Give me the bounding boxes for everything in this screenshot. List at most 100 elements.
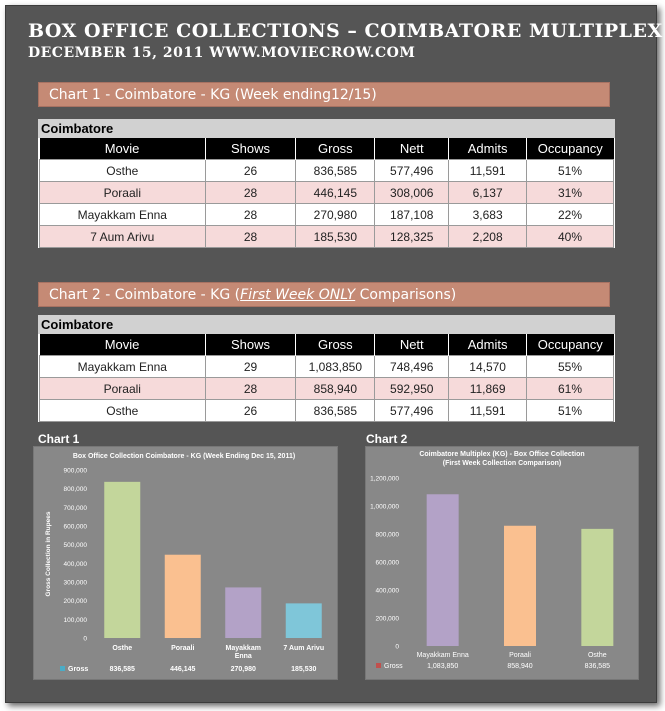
column-header: Nett bbox=[374, 334, 450, 356]
table-cell: 7 Aum Arivu bbox=[39, 225, 206, 248]
table-cell: 55% bbox=[526, 355, 614, 378]
legend-label: Gross bbox=[384, 663, 403, 670]
y-tick-label: 100,000 bbox=[64, 617, 88, 624]
table-cell: 28 bbox=[204, 181, 297, 204]
category-label: Poraali bbox=[509, 652, 531, 659]
y-tick-label: 400,000 bbox=[64, 561, 88, 568]
table-row: Mayakkam Enna 28 270,980 187,108 3,683 22% bbox=[39, 203, 614, 226]
data-label: 836,585 bbox=[110, 666, 135, 673]
table-cell: Mayakkam Enna bbox=[39, 203, 206, 226]
table-cell: 577,496 bbox=[374, 399, 450, 422]
chart2-label: Chart 2 bbox=[366, 432, 408, 446]
data-label: 185,530 bbox=[291, 666, 316, 673]
table-cell: 3,683 bbox=[448, 203, 528, 226]
chart1-label: Chart 1 bbox=[38, 432, 80, 446]
column-header: Gross bbox=[295, 138, 376, 160]
table-cell: Osthe bbox=[39, 399, 206, 422]
column-header: Occupancy bbox=[526, 138, 614, 160]
table-cell: 51% bbox=[526, 159, 614, 182]
bar-osthe bbox=[104, 481, 141, 638]
table-cell: Poraali bbox=[39, 377, 206, 400]
y-tick-label: 1,200,000 bbox=[370, 476, 399, 483]
table-row: Mayakkam Enna 29 1,083,850 748,496 14,570 55% bbox=[39, 355, 614, 378]
table-cell: 11,591 bbox=[448, 159, 528, 182]
table-cell: 187,108 bbox=[374, 203, 450, 226]
y-tick-label: 900,000 bbox=[64, 468, 88, 475]
table-cell: 577,496 bbox=[374, 159, 450, 182]
table-cell: 128,325 bbox=[374, 225, 450, 248]
bar-poraali bbox=[164, 554, 201, 638]
data-table: Movie Shows Gross Nett Admits Occupancy Osthe… bbox=[39, 138, 614, 248]
data-label: 446,145 bbox=[170, 666, 195, 673]
y-tick-label: 600,000 bbox=[376, 560, 400, 567]
table-row: Poraali 28 446,145 308,006 6,137 31% bbox=[39, 181, 614, 204]
bar-poraali bbox=[504, 525, 536, 646]
table-cell: 28 bbox=[204, 377, 297, 400]
table-row: Osthe 26 836,585 577,496 11,591 51% bbox=[39, 399, 614, 422]
table-cell: 51% bbox=[526, 399, 614, 422]
data-label: 858,940 bbox=[507, 663, 532, 670]
column-header: Movie bbox=[39, 334, 206, 356]
column-header: Shows bbox=[205, 334, 297, 356]
table-caption: Coimbatore bbox=[38, 315, 615, 334]
table-cell: 11,591 bbox=[448, 399, 528, 422]
y-tick-label: 1,000,000 bbox=[370, 504, 399, 511]
table-cell: 1,083,850 bbox=[295, 355, 376, 378]
bar-7-aum-arivu bbox=[285, 603, 322, 638]
table-cell: 2,208 bbox=[448, 225, 528, 248]
column-header: Admits bbox=[448, 334, 528, 356]
chart2-table: Coimbatore Movie Shows Gross Nett Admits Occu… bbox=[38, 315, 615, 422]
y-tick-label: 200,000 bbox=[376, 616, 400, 623]
data-label: 836,585 bbox=[585, 663, 610, 670]
y-tick-label: 200,000 bbox=[64, 598, 88, 605]
table-cell: 14,570 bbox=[448, 355, 528, 378]
chart-title: Box Office Collection Coimbatore - KG (W… bbox=[73, 453, 295, 460]
table-cell: Mayakkam Enna bbox=[39, 355, 206, 378]
y-tick-label: 500,000 bbox=[64, 542, 88, 549]
legend-swatch bbox=[60, 666, 65, 671]
page-subtitle: DECEMBER 15, 2011 WWW.MOVIECROW.COM bbox=[28, 45, 416, 61]
table-cell: 308,006 bbox=[374, 181, 450, 204]
category-label: 7 Aum Arivu bbox=[283, 645, 324, 652]
table-cell: 22% bbox=[526, 203, 614, 226]
bar-mayakkam-enna bbox=[426, 494, 459, 646]
y-tick-label: 800,000 bbox=[64, 486, 88, 493]
column-header: Movie bbox=[39, 138, 206, 160]
table-caption: Coimbatore bbox=[38, 119, 615, 138]
chart2-svg: Coimbatore Multiplex (KG) - Box Office C… bbox=[370, 451, 614, 670]
table-row: Osthe 26 836,585 577,496 11,591 51% bbox=[39, 159, 614, 182]
table-cell: Osthe bbox=[39, 159, 206, 182]
y-tick-label: 600,000 bbox=[64, 524, 88, 531]
y-tick-label: 0 bbox=[395, 644, 399, 651]
table-cell: 836,585 bbox=[295, 399, 376, 422]
y-tick-label: 300,000 bbox=[64, 580, 88, 587]
table-cell: 748,496 bbox=[374, 355, 450, 378]
category-label: Mayakkam Enna bbox=[417, 652, 469, 659]
bar-osthe bbox=[581, 528, 614, 646]
table-cell: 31% bbox=[526, 181, 614, 204]
table-row: Poraali 28 858,940 592,950 11,869 61% bbox=[39, 377, 614, 400]
table-cell: 26 bbox=[204, 159, 297, 182]
table-cell: 40% bbox=[526, 225, 614, 248]
table-cell: 270,980 bbox=[295, 203, 376, 226]
y-tick-label: 400,000 bbox=[376, 588, 400, 595]
table-cell: 61% bbox=[526, 377, 614, 400]
table-row: 7 Aum Arivu 28 185,530 128,325 2,208 40% bbox=[39, 225, 614, 248]
table-cell: Poraali bbox=[39, 181, 206, 204]
table-cell: 26 bbox=[204, 399, 297, 422]
chart-title: Coimbatore Multiplex (KG) - Box Office C… bbox=[419, 451, 584, 458]
table-cell: 28 bbox=[204, 225, 297, 248]
table-cell: 858,940 bbox=[295, 377, 376, 400]
chart2-panel: Coimbatore Multiplex (KG) - Box Office C… bbox=[365, 446, 639, 680]
table-cell: 11,869 bbox=[448, 377, 528, 400]
category-label: Mayakkam bbox=[226, 645, 261, 652]
data-table: Movie Shows Gross Nett Admits Occupancy Mayak… bbox=[39, 334, 614, 422]
chart1-banner: Chart 1 - Coimbatore - KG (Week ending12… bbox=[38, 82, 610, 107]
column-header: Admits bbox=[448, 138, 528, 160]
chart1-svg: Box Office Collection Coimbatore - KG (W… bbox=[45, 453, 324, 673]
y-tick-label: 700,000 bbox=[64, 505, 88, 512]
table-cell: 28 bbox=[204, 203, 297, 226]
table-cell: 6,137 bbox=[448, 181, 528, 204]
data-label: 1,083,850 bbox=[427, 663, 458, 670]
banner-prefix: Chart 2 - Coimbatore - KG ( bbox=[49, 287, 241, 303]
